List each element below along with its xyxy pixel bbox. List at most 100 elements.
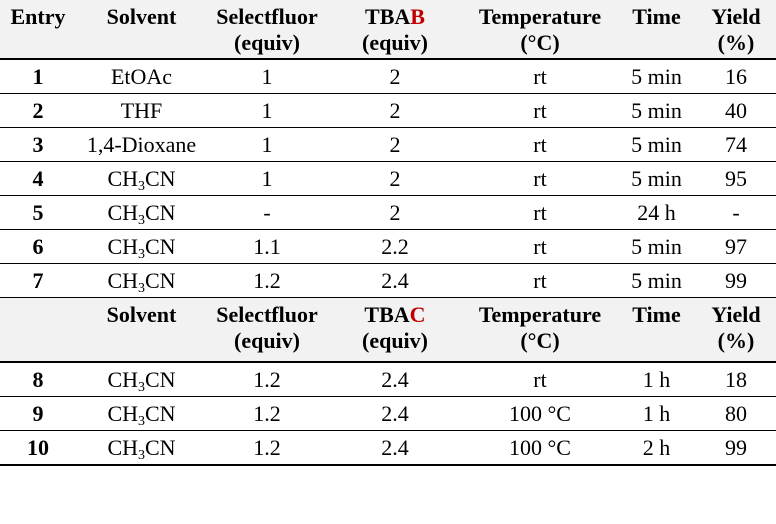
selectfluor-cell: 1: [261, 63, 273, 89]
solvent-cell: CH3CN: [107, 233, 176, 262]
solvent-cell: EtOAc: [110, 63, 173, 89]
tba-letter: C: [409, 302, 426, 327]
time-cell: 24 h: [637, 199, 676, 225]
table-row: 9 CH3CN 1.2 2.4 100 °C 1 h 80: [0, 397, 776, 431]
tba-cell: 2.4: [381, 434, 409, 460]
time-cell: 5 min: [631, 267, 682, 293]
header-tba: TBAB (equiv): [327, 0, 463, 59]
tba-cell: 2.4: [381, 366, 409, 392]
tba-cell: 2: [389, 131, 401, 157]
temperature-cell: rt: [533, 165, 547, 191]
entry-cell: 2: [32, 97, 44, 123]
solvent-cell: CH3CN: [107, 199, 176, 228]
temperature-cell: rt: [533, 267, 547, 293]
temperature-cell: 100 °C: [509, 400, 571, 426]
header-entry: Entry: [0, 0, 76, 59]
optimization-table: Entry Solvent Selectfluor (equiv) TBAB (eq…: [0, 0, 776, 465]
temperature-cell: rt: [533, 199, 547, 225]
tba-cell: 2.4: [381, 400, 409, 426]
header-time: Time: [617, 297, 696, 362]
table-row: 6 CH3CN 1.1 2.2 rt 5 min 97: [0, 230, 776, 264]
solvent-cell: CH3CN: [107, 366, 176, 395]
time-cell: 1 h: [642, 366, 671, 392]
entry-cell: 4: [32, 165, 44, 191]
entry-cell: 1: [32, 63, 44, 89]
header-entry: [0, 297, 76, 362]
solvent-cell: 1,4-Dioxane: [86, 131, 197, 157]
solvent-cell: CH3CN: [107, 434, 176, 463]
selectfluor-cell: 1.2: [253, 400, 281, 426]
selectfluor-cell: 1.2: [253, 366, 281, 392]
header-selectfluor: Selectfluor (equiv): [207, 0, 327, 59]
header-selectfluor: Selectfluor (equiv): [207, 297, 327, 362]
temperature-cell: rt: [533, 366, 547, 392]
selectfluor-cell: 1: [261, 97, 273, 123]
time-cell: 5 min: [631, 131, 682, 157]
tba-cell: 2: [389, 199, 401, 225]
tba-cell: 2: [389, 165, 401, 191]
yield-cell: -: [732, 199, 740, 225]
yield-cell: 95: [725, 165, 747, 191]
header-yield: Yield (%): [696, 297, 776, 362]
header-yield: Yield (%): [696, 0, 776, 59]
table-row: 2 THF 1 2 rt 5 min 40: [0, 94, 776, 128]
header-temperature: Temperature (°C): [463, 0, 617, 59]
yield-cell: 99: [725, 434, 747, 460]
table-row: 4 CH3CN 1 2 rt 5 min 95: [0, 162, 776, 196]
temperature-cell: rt: [533, 233, 547, 259]
selectfluor-cell: -: [263, 199, 271, 225]
table-row: 10 CH3CN 1.2 2.4 100 °C 2 h 99: [0, 431, 776, 465]
selectfluor-cell: 1.2: [253, 267, 281, 293]
entry-cell: 3: [32, 131, 44, 157]
tba-cell: 2.2: [381, 233, 409, 259]
entry-cell: 5: [32, 199, 44, 225]
solvent-cell: CH3CN: [107, 267, 176, 296]
header-time: Time: [617, 0, 696, 59]
header-row-2: Solvent Selectfluor (equiv) TBAC (equiv) Temp…: [0, 297, 776, 362]
header-solvent: Solvent: [76, 0, 207, 59]
tba-letter: B: [410, 4, 425, 29]
solvent-cell: THF: [120, 97, 163, 123]
selectfluor-cell: 1.1: [253, 233, 281, 259]
table-row: 7 CH3CN 1.2 2.4 rt 5 min 99: [0, 264, 776, 298]
entry-cell: 6: [32, 233, 44, 259]
time-cell: 5 min: [631, 233, 682, 259]
tba-cell: 2.4: [381, 267, 409, 293]
yield-cell: 80: [725, 400, 747, 426]
selectfluor-cell: 1: [261, 131, 273, 157]
header-temperature: Temperature (°C): [463, 297, 617, 362]
entry-cell: 10: [27, 434, 49, 460]
yield-cell: 74: [725, 131, 747, 157]
entry-cell: 7: [32, 267, 44, 293]
temperature-cell: rt: [533, 97, 547, 123]
yield-cell: 16: [725, 63, 747, 89]
tba-cell: 2: [389, 63, 401, 89]
table-body: Entry Solvent Selectfluor (equiv) TBAB (eq…: [0, 0, 776, 465]
time-cell: 5 min: [631, 165, 682, 191]
yield-cell: 40: [725, 97, 747, 123]
table-row: 8 CH3CN 1.2 2.4 rt 1 h 18: [0, 362, 776, 397]
solvent-cell: CH3CN: [107, 400, 176, 429]
header-row: Entry Solvent Selectfluor (equiv) TBAB (eq…: [0, 0, 776, 59]
temperature-cell: 100 °C: [509, 434, 571, 460]
temperature-cell: rt: [533, 131, 547, 157]
entry-cell: 9: [32, 400, 44, 426]
header-tba: TBAC (equiv): [327, 297, 463, 362]
time-cell: 5 min: [631, 97, 682, 123]
entry-cell: 8: [32, 366, 44, 392]
yield-cell: 99: [725, 267, 747, 293]
temperature-cell: rt: [533, 63, 547, 89]
table-row: 3 1,4-Dioxane 1 2 rt 5 min 74: [0, 128, 776, 162]
header-solvent: Solvent: [76, 297, 207, 362]
time-cell: 2 h: [642, 434, 671, 460]
yield-cell: 18: [725, 366, 747, 392]
table-row: 5 CH3CN - 2 rt 24 h -: [0, 196, 776, 230]
selectfluor-cell: 1: [261, 165, 273, 191]
tba-cell: 2: [389, 97, 401, 123]
selectfluor-cell: 1.2: [253, 434, 281, 460]
yield-cell: 97: [725, 233, 747, 259]
table-row: 1 EtOAc 1 2 rt 5 min 16: [0, 59, 776, 94]
time-cell: 1 h: [642, 400, 671, 426]
time-cell: 5 min: [631, 63, 682, 89]
solvent-cell: CH3CN: [107, 165, 176, 194]
